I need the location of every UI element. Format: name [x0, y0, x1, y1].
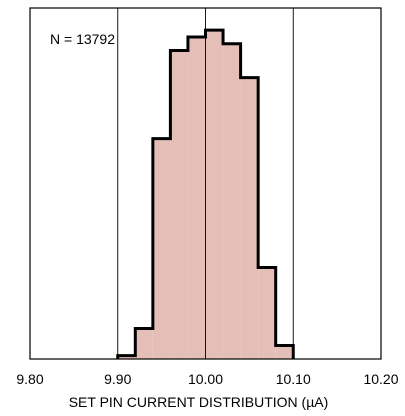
- vertical-gridlines: [117, 8, 294, 359]
- x-tick-label: 9.80: [16, 371, 43, 387]
- histogram-bar: [223, 43, 241, 359]
- histogram-bar: [170, 50, 188, 359]
- x-axis-title: SET PIN CURRENT DISTRIBUTION (µA): [69, 394, 329, 410]
- histogram-bar: [152, 138, 171, 359]
- histogram-outline: [116, 28, 295, 359]
- histogram-bars: [117, 30, 294, 359]
- histogram-bar: [187, 36, 206, 359]
- x-tick-label: 10.20: [363, 371, 398, 387]
- histogram-bar: [205, 30, 224, 359]
- x-tick-label: 10.00: [188, 371, 223, 387]
- histogram-bar: [258, 267, 276, 359]
- sample-count-annotation: N = 13792: [50, 31, 115, 47]
- histogram-bar: [275, 345, 294, 359]
- histogram-bar: [135, 328, 153, 359]
- x-tick-label: 9.90: [104, 371, 131, 387]
- x-tick-label: 10.10: [276, 371, 311, 387]
- x-tick-labels: 9.80 9.90 10.00 10.10 10.20: [16, 371, 398, 387]
- histogram-bar: [240, 77, 259, 359]
- plot-frame: [29, 7, 382, 360]
- histogram-bar: [117, 355, 136, 359]
